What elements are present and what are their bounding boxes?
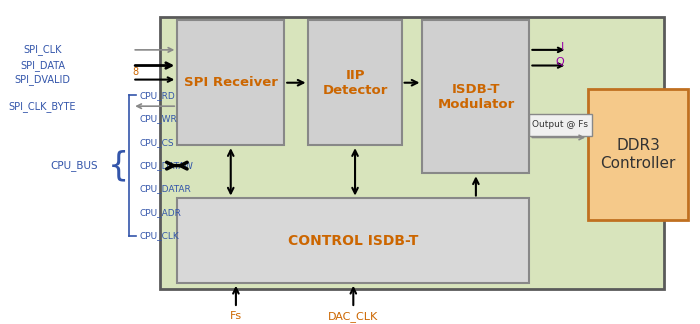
FancyBboxPatch shape xyxy=(177,20,284,145)
Text: SPI_CLK: SPI_CLK xyxy=(23,44,62,55)
Text: CPU_DATAW: CPU_DATAW xyxy=(139,161,193,170)
Text: SPI_CLK_BYTE: SPI_CLK_BYTE xyxy=(9,101,76,112)
Text: CPU_BUS: CPU_BUS xyxy=(50,160,98,171)
Text: CONTROL ISDB-T: CONTROL ISDB-T xyxy=(288,234,419,248)
FancyBboxPatch shape xyxy=(422,20,529,173)
Text: CPU_WR: CPU_WR xyxy=(139,114,177,123)
Text: SPI Receiver: SPI Receiver xyxy=(184,76,278,89)
Text: CPU_DATAR: CPU_DATAR xyxy=(139,185,191,193)
Text: {: { xyxy=(108,149,130,182)
Text: SPI_DVALID: SPI_DVALID xyxy=(15,74,71,85)
Text: IIP
Detector: IIP Detector xyxy=(323,69,388,97)
Text: CPU_ADR: CPU_ADR xyxy=(139,208,181,217)
Text: CPU_RD: CPU_RD xyxy=(139,91,175,100)
Text: DAC_CLK: DAC_CLK xyxy=(328,311,379,322)
Text: Fs: Fs xyxy=(230,311,242,321)
FancyBboxPatch shape xyxy=(529,114,592,136)
FancyBboxPatch shape xyxy=(588,89,688,220)
Text: DDR3
Controller: DDR3 Controller xyxy=(601,138,676,171)
Text: CPU_CLK: CPU_CLK xyxy=(139,231,179,240)
Text: I: I xyxy=(561,42,564,52)
Text: SPI_DATA: SPI_DATA xyxy=(20,60,65,71)
FancyBboxPatch shape xyxy=(177,199,529,283)
Text: Output @ Fs: Output @ Fs xyxy=(533,121,589,130)
Text: ISDB-T
Modulator: ISDB-T Modulator xyxy=(438,83,514,111)
FancyBboxPatch shape xyxy=(309,20,402,145)
Text: CPU_CS: CPU_CS xyxy=(139,138,174,147)
Text: Q: Q xyxy=(555,57,564,67)
Text: 8: 8 xyxy=(133,67,139,77)
FancyBboxPatch shape xyxy=(160,17,664,289)
